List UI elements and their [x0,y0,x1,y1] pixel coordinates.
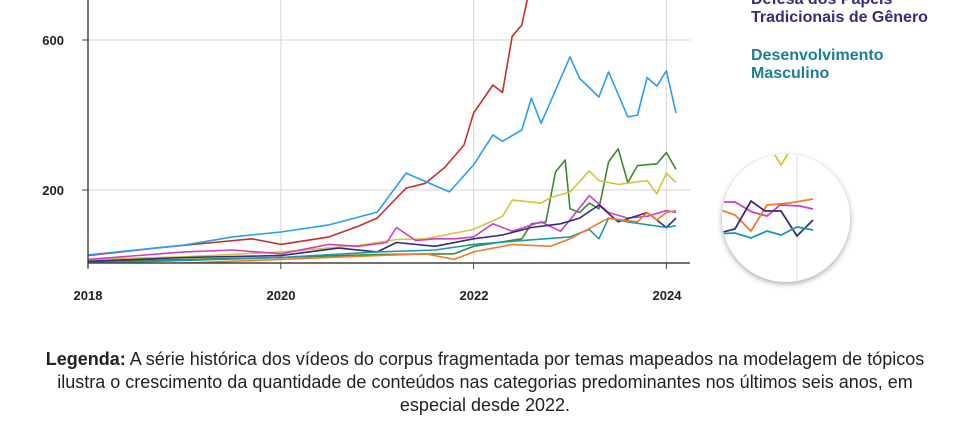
magnifier-series-line [722,199,814,238]
x-tick-label: 2020 [267,288,296,303]
magnifier-series-line [722,198,814,233]
magnifier-series-line [772,154,790,167]
magnifier-series-line [722,226,814,239]
line-chart: 600 200 2018 2020 2022 2024 [42,0,850,303]
magnifier-content [722,154,814,282]
magnifier-inset [722,154,850,282]
figure-caption: Legenda: A série histórica dos vídeos do… [40,348,930,417]
series-line-orange [128,209,677,263]
caption-label: Legenda: [45,349,126,369]
series-line-desenvolvimento [88,217,677,263]
series-line-yellow [88,170,677,261]
series-line-defesa [88,204,677,263]
legend-entry-desenvolvimento: Desenvolvimento Masculino [751,47,884,82]
series-line-blue [88,56,677,256]
series-line-magenta [88,194,677,261]
legend-entry-defesa: Defesa dos Papéis Tradicionais de Gênero [751,0,928,26]
magnifier-series-line [722,201,814,217]
y-tick-label: 200 [42,183,64,198]
y-tick-label: 600 [42,33,64,48]
x-tick-label: 2024 [653,288,683,303]
series-line-red [88,0,528,257]
caption-text: A série histórica dos vídeos do corpus f… [57,349,925,415]
x-tick-label: 2022 [460,288,489,303]
x-tick-label: 2018 [74,288,103,303]
